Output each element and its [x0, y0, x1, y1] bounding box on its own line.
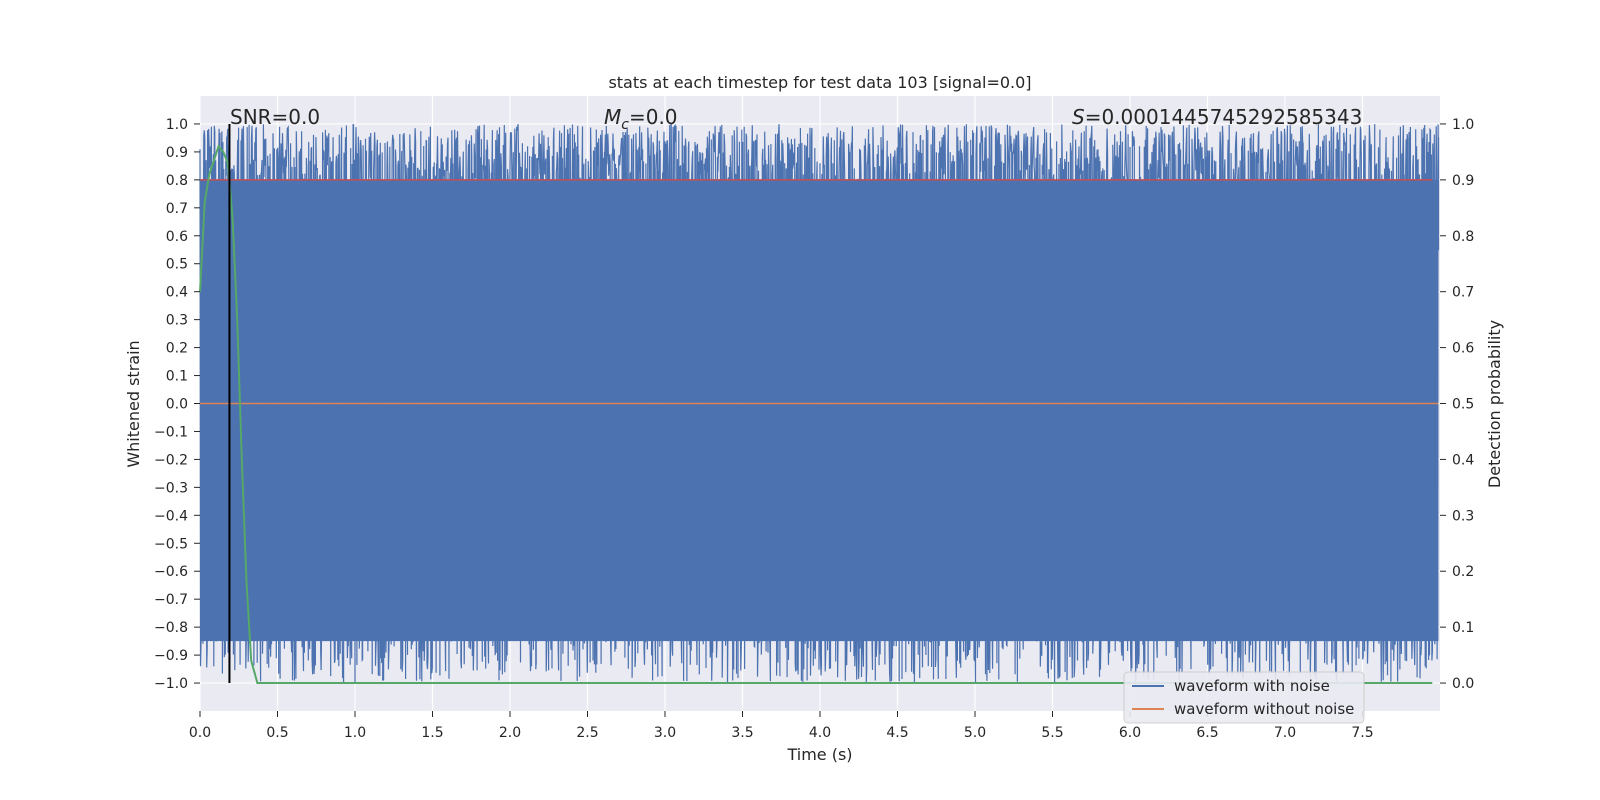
chirp-mass-symbol: M [604, 105, 621, 129]
y-left-tick-label: −0.3 [154, 480, 188, 496]
s-annotation: S=0.0001445745292585343 [1072, 105, 1362, 129]
chirp-mass-subscript: c [621, 117, 629, 133]
x-tick-label: 7.5 [1351, 725, 1373, 741]
x-tick-label: 2.5 [576, 725, 598, 741]
waveform-with-noise-line [199, 123, 1440, 683]
y-left-tick-label: −1.0 [154, 676, 188, 692]
y-right-axis-label: Detection probability [1485, 320, 1504, 488]
y-right-tick-label: 0.1 [1452, 620, 1474, 636]
y-right-tick-label: 0.6 [1452, 341, 1474, 357]
x-tick-label: 5.5 [1041, 725, 1063, 741]
series-layer [199, 123, 1440, 684]
y-left-tick-label: −0.2 [154, 452, 188, 468]
y-left-tick-label: −0.6 [154, 564, 188, 580]
y-left-tick-label: 1.0 [166, 117, 188, 133]
x-ticks: 0.0 0.5 1.0 1.5 2.0 2.5 3.0 3.5 4.0 4.5 5.0 5.5 6.0 6… [189, 711, 1374, 741]
legend-label-noise: waveform with noise [1174, 677, 1330, 695]
y-left-tick-label: −0.1 [154, 424, 188, 440]
y-left-tick-label: 0.6 [166, 229, 188, 245]
detection-probability-line [199, 144, 1433, 684]
legend-label-clean: waveform without noise [1174, 700, 1354, 718]
y-left-axis-label: Whitened strain [124, 340, 143, 467]
snr-annotation: SNR=0.0 [230, 105, 320, 129]
x-tick-label: 1.5 [421, 725, 443, 741]
x-tick-label: 5.0 [964, 725, 986, 741]
s-value: =0.0001445745292585343 [1085, 105, 1363, 129]
x-tick-label: 0.5 [266, 725, 288, 741]
x-tick-label: 6.5 [1196, 725, 1218, 741]
y-left-tick-label: 0.9 [166, 145, 188, 161]
y-left-tick-label: 0.3 [166, 313, 188, 329]
x-tick-label: 6.0 [1119, 725, 1141, 741]
x-axis-label: Time (s) [786, 745, 852, 764]
y-right-tick-label: 0.8 [1452, 229, 1474, 245]
x-tick-label: 7.0 [1274, 725, 1296, 741]
y-left-ticks: 1.0 0.9 0.8 0.7 0.6 0.5 0.4 0.3 0.2 0.1 0.0 −0.1 −0.… [154, 117, 200, 692]
y-right-tick-label: 0.3 [1452, 508, 1474, 524]
y-left-tick-label: −0.4 [154, 508, 188, 524]
chirp-mass-annotation: Mc=0.0 [604, 105, 678, 133]
y-left-tick-label: 0.5 [166, 257, 188, 273]
chart-title: stats at each timestep for test data 103… [608, 73, 1031, 92]
s-symbol: S [1072, 105, 1085, 129]
y-right-tick-label: 0.4 [1452, 452, 1474, 468]
y-right-tick-label: 0.2 [1452, 564, 1474, 580]
y-left-tick-label: 0.4 [166, 285, 188, 301]
legend-box [1123, 671, 1365, 724]
x-tick-label: 4.0 [809, 725, 831, 741]
y-left-tick-label: −0.9 [154, 648, 188, 664]
y-right-tick-label: 0.9 [1452, 173, 1474, 189]
y-right-tick-label: 1.0 [1452, 117, 1474, 133]
y-right-tick-label: 0.7 [1452, 285, 1474, 301]
y-right-tick-label: 0.5 [1452, 397, 1474, 413]
y-left-tick-label: 0.1 [166, 369, 188, 385]
y-right-tick-label: 0.0 [1452, 676, 1474, 692]
x-tick-label: 3.5 [731, 725, 753, 741]
y-left-tick-label: 0.2 [166, 341, 188, 357]
x-tick-label: 1.0 [344, 725, 366, 741]
chirp-mass-value: =0.0 [629, 105, 678, 129]
x-tick-label: 0.0 [189, 725, 211, 741]
legend: waveform with noise waveform without noi… [1123, 671, 1365, 724]
y-left-tick-label: −0.8 [154, 620, 188, 636]
y-left-tick-label: −0.5 [154, 536, 188, 552]
y-left-tick-label: −0.7 [154, 592, 188, 608]
y-left-tick-label: 0.7 [166, 201, 188, 217]
y-left-tick-label: 0.0 [166, 397, 188, 413]
x-tick-label: 4.5 [886, 725, 908, 741]
x-tick-label: 3.0 [654, 725, 676, 741]
y-left-tick-label: 0.8 [166, 173, 188, 189]
y-right-ticks: 1.0 0.9 0.8 0.7 0.6 0.5 0.4 0.3 0.2 0.1 0.0 [1440, 117, 1474, 692]
x-tick-label: 2.0 [499, 725, 521, 741]
